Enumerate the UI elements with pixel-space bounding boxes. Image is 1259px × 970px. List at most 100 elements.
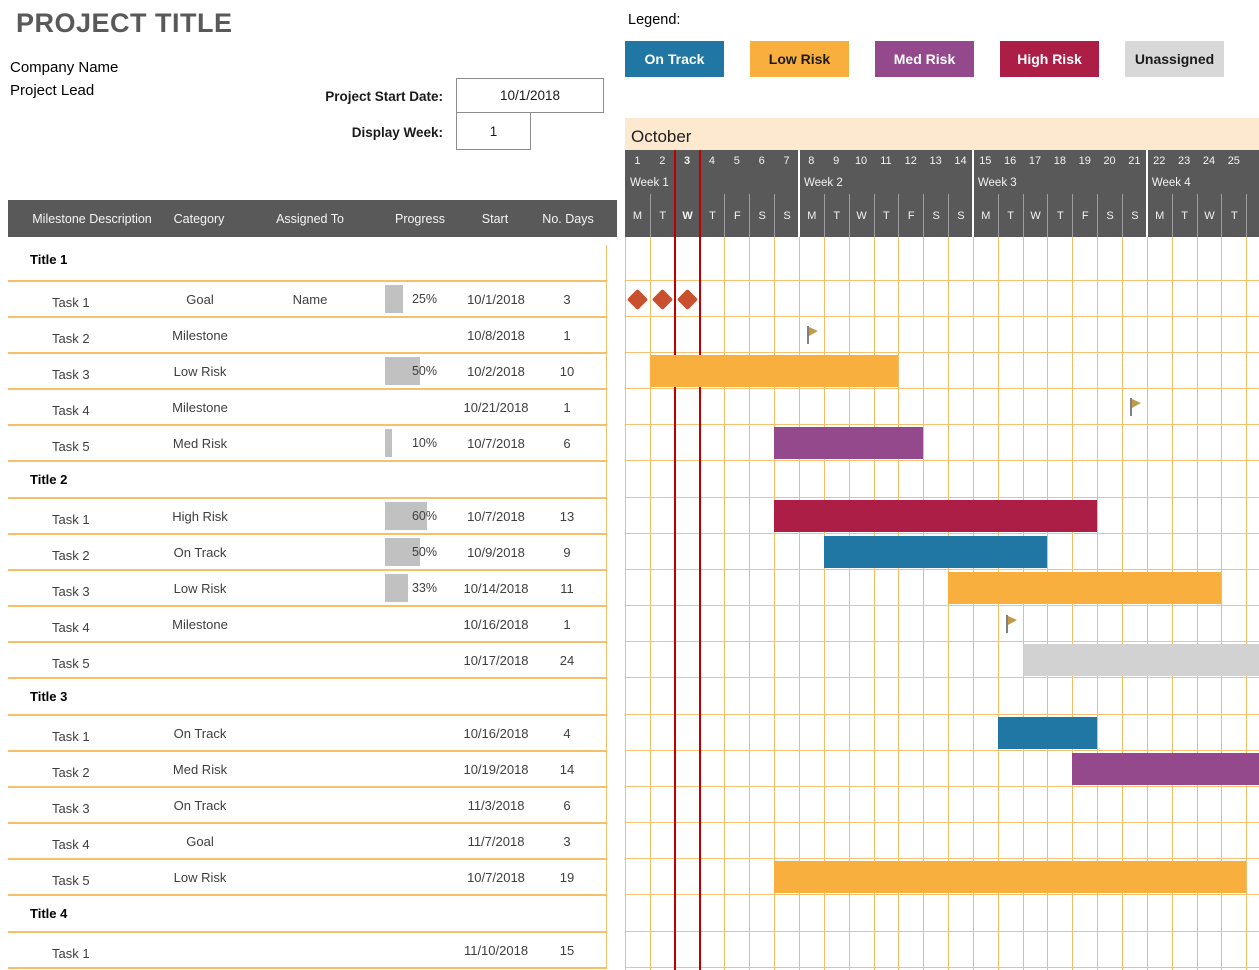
days-cell[interactable]: 6 — [563, 435, 571, 451]
days-cell[interactable]: 3 — [563, 833, 571, 849]
progress-label[interactable]: 10% — [411, 436, 437, 450]
task-name-cell[interactable]: Task 4 — [52, 402, 90, 418]
days-cell[interactable]: 15 — [559, 942, 575, 958]
column-header-progress: Progress — [394, 211, 446, 226]
category-cell[interactable]: On Track — [173, 544, 227, 560]
section-title[interactable]: Title 4 — [30, 906, 68, 921]
gantt-bar[interactable] — [948, 572, 1222, 604]
task-name-cell[interactable]: Task 3 — [52, 800, 90, 816]
start-date-cell[interactable]: 10/7/2018 — [467, 508, 525, 524]
start-date-cell[interactable]: 11/3/2018 — [467, 797, 525, 813]
task-name-cell[interactable]: Task 4 — [52, 836, 90, 852]
category-cell[interactable]: Med Risk — [172, 435, 228, 451]
category-cell[interactable]: Low Risk — [173, 869, 227, 885]
days-cell[interactable]: 1 — [563, 327, 571, 343]
task-name-cell[interactable]: Task 1 — [52, 728, 90, 744]
start-date-cell[interactable]: 10/21/2018 — [463, 399, 529, 415]
task-name-cell[interactable]: Task 2 — [52, 330, 90, 346]
progress-label[interactable]: 25% — [411, 292, 437, 306]
project-lead[interactable]: Project Lead — [10, 82, 95, 99]
category-cell[interactable]: On Track — [173, 725, 227, 741]
start-date-cell[interactable]: 10/17/2018 — [463, 652, 529, 668]
gantt-bar[interactable] — [1022, 644, 1259, 676]
start-date-cell[interactable]: 10/16/2018 — [463, 725, 529, 741]
task-name-cell[interactable]: Task 3 — [52, 583, 90, 599]
gantt-bar[interactable] — [649, 355, 899, 387]
row-rule — [8, 533, 607, 535]
task-name-cell[interactable]: Task 2 — [52, 547, 90, 563]
start-date-cell[interactable]: 10/1/2018 — [467, 291, 525, 307]
company-name[interactable]: Company Name — [10, 59, 119, 76]
week-label: Week 3 — [977, 177, 1017, 189]
start-date-cell[interactable]: 11/10/2018 — [463, 942, 529, 958]
days-cell[interactable]: 9 — [563, 544, 571, 560]
progress-label[interactable]: 50% — [411, 364, 437, 378]
days-cell[interactable]: 14 — [559, 761, 575, 777]
category-cell[interactable]: Goal — [186, 833, 214, 849]
day-letter-cell — [1246, 194, 1259, 237]
category-cell[interactable]: On Track — [173, 797, 227, 813]
progress-label[interactable]: 33% — [411, 581, 437, 595]
days-cell[interactable]: 4 — [563, 725, 571, 741]
days-cell[interactable]: 11 — [560, 580, 574, 596]
start-date-cell[interactable]: 10/7/2018 — [467, 869, 525, 885]
gantt-bar[interactable] — [823, 536, 1048, 568]
days-cell[interactable]: 19 — [559, 869, 575, 885]
start-date-cell[interactable]: 10/9/2018 — [467, 544, 525, 560]
task-name-cell[interactable]: Task 2 — [52, 764, 90, 780]
display-week-input[interactable]: 1 — [456, 112, 531, 150]
assigned-to-cell[interactable]: Name — [292, 291, 328, 307]
start-date-cell[interactable]: 10/19/2018 — [463, 761, 529, 777]
task-name-cell[interactable]: Task 1 — [52, 294, 90, 310]
section-title[interactable]: Title 2 — [30, 472, 68, 487]
gantt-bar[interactable] — [774, 427, 924, 459]
task-name-cell[interactable]: Task 5 — [52, 438, 90, 454]
category-cell[interactable]: Low Risk — [173, 363, 227, 379]
section-title[interactable]: Title 1 — [30, 251, 68, 267]
day-letter-cell: S — [1097, 194, 1122, 237]
column-header-milestone-description: Milestone Description — [32, 211, 152, 226]
gantt-bar[interactable] — [774, 500, 1098, 532]
gantt-bar[interactable] — [997, 717, 1098, 749]
gantt-bar[interactable] — [774, 861, 1247, 893]
days-cell[interactable]: 3 — [563, 291, 571, 307]
start-date-cell[interactable]: 10/8/2018 — [467, 327, 525, 343]
start-date-cell[interactable]: 10/7/2018 — [467, 435, 525, 451]
days-cell[interactable]: 24 — [559, 652, 575, 668]
section-title[interactable]: Title 3 — [30, 689, 68, 704]
start-date-cell[interactable]: 10/2/2018 — [467, 363, 525, 379]
category-cell[interactable]: Low Risk — [173, 580, 227, 596]
goal-diamond-icon — [626, 288, 649, 310]
start-date-cell[interactable]: 11/7/2018 — [467, 833, 525, 849]
category-cell[interactable]: Milestone — [172, 327, 228, 343]
days-cell[interactable]: 1 — [563, 399, 571, 415]
task-name-cell[interactable]: Task 1 — [52, 945, 90, 961]
category-cell[interactable]: Milestone — [172, 399, 228, 415]
category-cell[interactable]: Goal — [186, 291, 214, 307]
start-date-cell[interactable]: 10/14/2018 — [463, 580, 529, 596]
days-cell[interactable]: 1 — [563, 616, 571, 632]
day-number-cell: 1 — [634, 155, 641, 167]
days-cell[interactable]: 13 — [559, 508, 575, 524]
category-cell[interactable]: Med Risk — [172, 761, 228, 777]
day-letter-cell: M — [1146, 194, 1172, 237]
day-number-cell: 23 — [1177, 155, 1191, 167]
gantt-bar[interactable] — [1072, 753, 1259, 785]
day-letter-cell: M — [972, 194, 998, 237]
day-number-cell — [1246, 150, 1259, 172]
progress-label[interactable]: 60% — [411, 509, 437, 523]
progress-label[interactable]: 50% — [411, 545, 437, 559]
category-cell[interactable]: Milestone — [172, 616, 228, 632]
days-cell[interactable]: 10 — [559, 363, 575, 379]
days-cell[interactable]: 6 — [563, 797, 571, 813]
task-name-cell[interactable]: Task 5 — [52, 655, 90, 671]
project-start-date-input[interactable]: 10/1/2018 — [456, 78, 604, 113]
task-name-cell[interactable]: Task 3 — [52, 366, 90, 382]
category-cell[interactable]: High Risk — [172, 508, 228, 524]
task-name-cell[interactable]: Task 5 — [52, 872, 90, 888]
day-letter-cell: M — [798, 194, 824, 237]
task-name-cell[interactable]: Task 4 — [52, 619, 90, 635]
task-name-cell[interactable]: Task 1 — [52, 511, 90, 527]
start-date-cell[interactable]: 10/16/2018 — [463, 616, 529, 632]
grid-row-line — [625, 460, 1259, 461]
